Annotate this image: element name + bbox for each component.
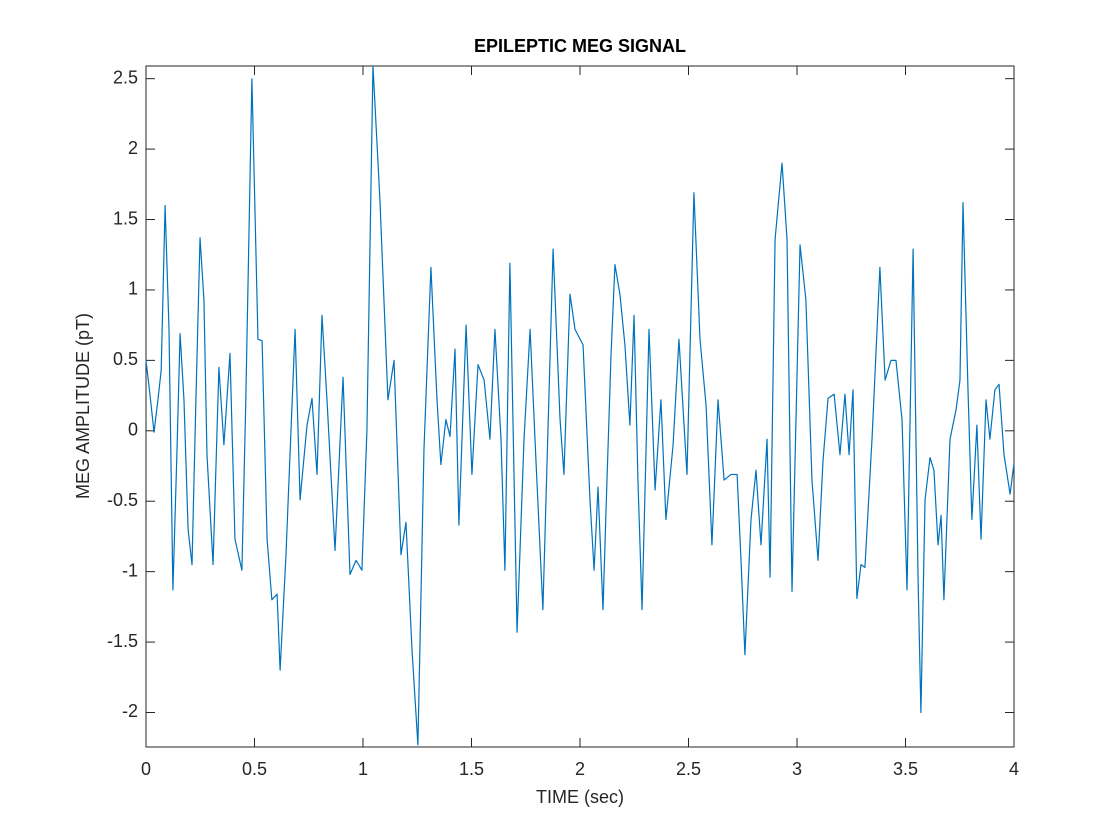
x-tick-label: 0.5 (242, 759, 267, 779)
y-tick-label: 2 (128, 138, 138, 158)
x-tick-label: 0 (141, 759, 151, 779)
x-tick-label: 1 (358, 759, 368, 779)
x-tick-label: 3 (792, 759, 802, 779)
y-tick-label: -2 (122, 701, 138, 721)
y-tick-label: 0.5 (113, 349, 138, 369)
x-tick-label: 4 (1009, 759, 1019, 779)
chart-title: EPILEPTIC MEG SIGNAL (474, 36, 686, 56)
y-tick-label: 1.5 (113, 208, 138, 228)
x-tick-label: 2.5 (676, 759, 701, 779)
series-line (145, 65, 1015, 746)
x-tick-label: 2 (575, 759, 585, 779)
y-tick-label: -1.5 (107, 631, 138, 651)
y-tick-label: 1 (128, 279, 138, 299)
x-tick-label: 3.5 (893, 759, 918, 779)
y-tick-label: -0.5 (107, 490, 138, 510)
x-axis-label: TIME (sec) (536, 787, 624, 807)
y-axis-label: MEG AMPLITUDE (pT) (73, 313, 93, 499)
y-tick-label: 0 (128, 420, 138, 440)
y-tick-label: -1 (122, 560, 138, 580)
y-tick-label: 2.5 (113, 67, 138, 87)
x-tick-label: 1.5 (459, 759, 484, 779)
